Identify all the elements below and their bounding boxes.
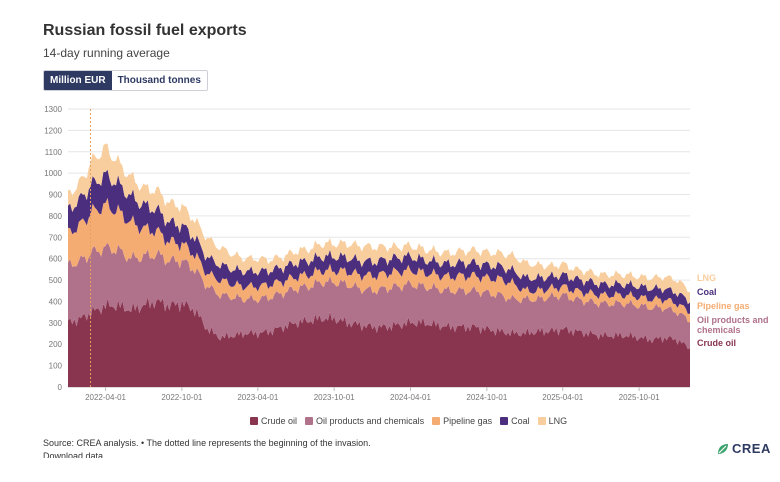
series-end-labels: LNG Coal Pipeline gas Oil products and chemi…: [697, 273, 769, 348]
y-tick-label: 700: [49, 233, 63, 242]
legend-label: Coal: [511, 416, 530, 426]
x-tick-label: 2022-10-01: [161, 393, 202, 402]
y-tick-label: 1200: [44, 126, 62, 135]
chart-title: Russian fossil fuel exports: [43, 22, 247, 39]
legend-swatch: [537, 417, 546, 425]
legend-item-crude-oil[interactable]: Crude oil: [250, 416, 297, 426]
y-tick-label: 1000: [44, 169, 62, 178]
end-label-lng: LNG: [697, 273, 716, 283]
million-eur-button[interactable]: Million EUR: [44, 71, 112, 90]
x-axis: 2022-04-01 2022-10-01 2023-04-01 2023-10-01…: [85, 387, 660, 402]
legend-item-pipeline-gas[interactable]: Pipeline gas: [432, 416, 492, 426]
x-tick-label: 2025-10-01: [619, 393, 660, 402]
end-label-line: chemicals: [697, 325, 741, 335]
crea-logo: CREA: [716, 441, 771, 456]
y-tick-label: 900: [49, 191, 63, 200]
unit-toggle: Million EUR Thousand tonnes: [43, 70, 208, 91]
end-label-oil-products: Oil products and chemicals: [697, 315, 769, 335]
y-tick-label: 800: [49, 212, 63, 221]
x-tick-label: 2022-04-01: [85, 393, 126, 402]
x-tick-label: 2025-04-01: [542, 393, 583, 402]
legend-swatch: [305, 417, 314, 425]
y-tick-label: 100: [49, 362, 63, 371]
y-axis: 0 100 200 300 400 500 600 700 800 900 1000 1100 1200…: [44, 105, 62, 392]
y-tick-label: 1300: [44, 105, 62, 114]
source-note: Source: CREA analysis. • The dotted line…: [43, 438, 371, 448]
area-coal: [68, 169, 690, 314]
area-crude-oil: [68, 297, 690, 387]
crea-leaf-icon: [718, 443, 728, 454]
legend-label: LNG: [548, 416, 568, 426]
legend-swatch: [250, 417, 258, 425]
legend-item-oil-products[interactable]: Oil products and chemicals: [305, 416, 424, 426]
legend-label: Oil products and chemicals: [316, 416, 425, 426]
x-tick-label: 2023-10-01: [314, 393, 355, 402]
legend-swatch: [500, 417, 509, 425]
end-label-crude-oil: Crude oil: [697, 338, 736, 348]
y-tick-label: 200: [49, 340, 63, 349]
end-label-pipeline-gas: Pipeline gas: [697, 301, 750, 311]
legend-item-coal[interactable]: Coal: [500, 416, 530, 426]
legend-item-lng[interactable]: LNG: [537, 416, 568, 426]
x-tick-label: 2023-04-01: [237, 393, 278, 402]
y-tick-label: 400: [49, 297, 63, 306]
end-label-coal: Coal: [697, 287, 717, 297]
download-data-link[interactable]: Download data: [43, 451, 104, 458]
legend-label: Pipeline gas: [443, 416, 493, 426]
area-oil-products-and-chemicals: [68, 242, 690, 350]
area-pipeline-gas: [68, 197, 690, 323]
crea-logo-text: CREA: [732, 441, 771, 456]
y-tick-label: 1100: [45, 148, 63, 157]
y-tick-label: 600: [49, 255, 63, 264]
legend-label: Crude oil: [261, 416, 298, 426]
thousand-tonnes-button[interactable]: Thousand tonnes: [111, 71, 207, 90]
chart-subtitle: 14-day running average: [43, 46, 170, 60]
area-lng: [68, 143, 690, 305]
y-tick-label: 300: [49, 319, 63, 328]
stacked-area-chart: 0 100 200 300 400 500 600 700 800 900 1000 1100 1200…: [44, 105, 769, 402]
x-tick-label: 2024-04-01: [390, 393, 431, 402]
end-label-line: Oil products and: [697, 315, 769, 325]
legend-swatch: [432, 417, 441, 425]
series-areas: [68, 143, 690, 387]
y-tick-label: 500: [49, 276, 63, 285]
legend: Crude oil Oil products and chemicals Pip…: [250, 416, 567, 426]
y-tick-label: 0: [58, 383, 63, 392]
x-tick-label: 2024-10-01: [466, 393, 507, 402]
